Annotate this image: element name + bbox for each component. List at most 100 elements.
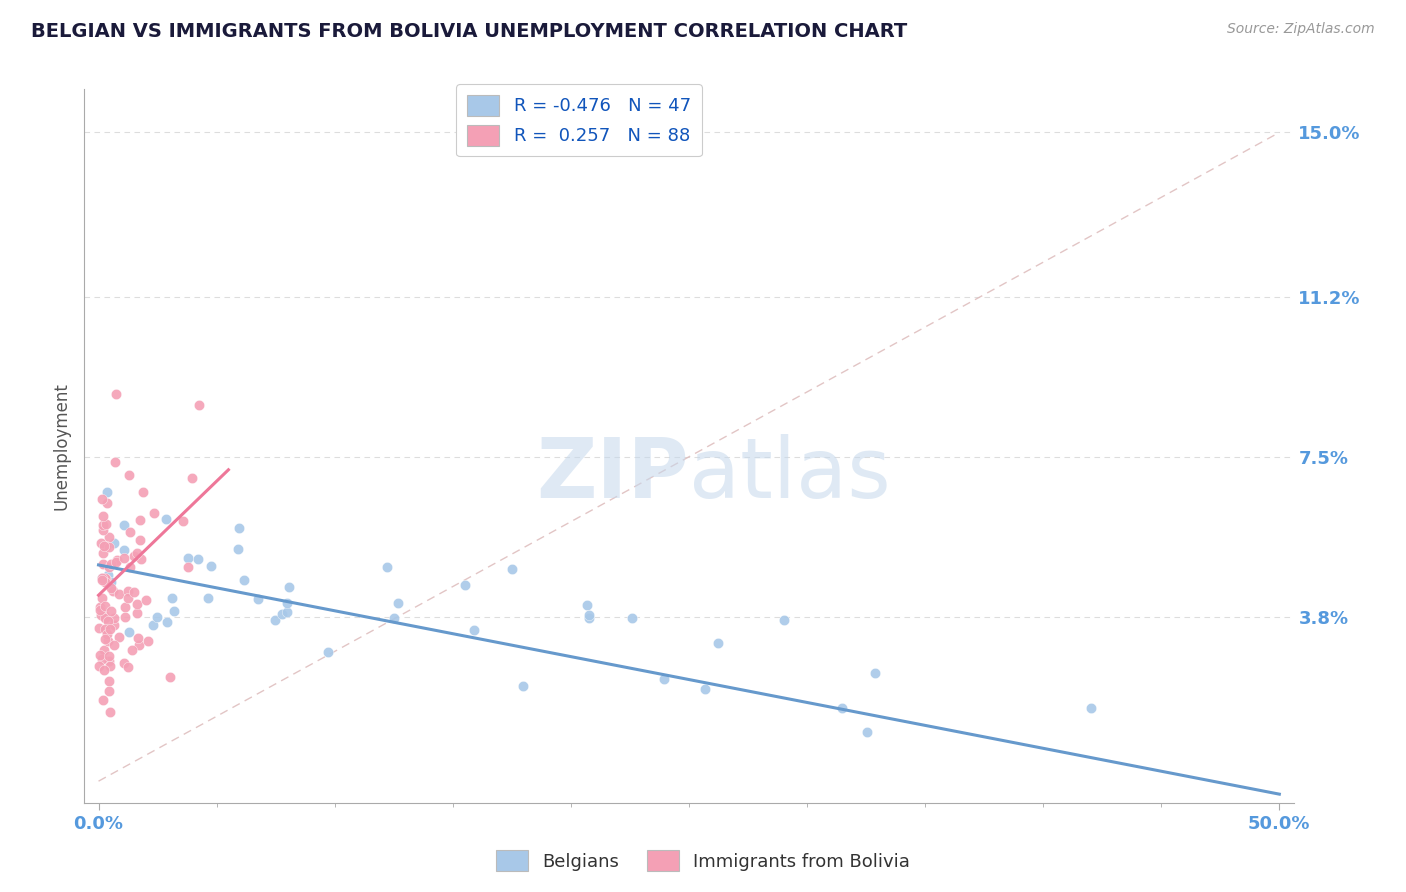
Point [707,636,730,650]
Point [114,610,136,624]
Point [100,557,122,571]
Point [90,536,112,550]
Point [89,603,111,617]
Point [112,656,135,670]
Point [100,659,122,673]
Point [103,455,125,469]
Point [97,568,120,582]
Point [93,693,115,707]
Point [87,621,110,635]
Point [226,542,249,557]
Point [98,705,121,719]
Point [97,540,120,554]
Point [197,591,219,606]
Point [112,550,135,565]
Point [103,638,125,652]
Point [90,607,112,622]
Point [100,604,122,618]
Y-axis label: Unemployment: Unemployment [52,382,70,510]
Point [375,560,398,574]
Point [118,559,141,574]
Point [105,553,128,567]
Point [94,539,117,553]
Point [454,578,477,592]
Point [94,632,117,646]
Point [91,571,114,585]
Point [97,633,120,648]
Point [128,533,150,548]
Point [94,622,117,636]
Point [271,607,294,621]
Point [1080,700,1102,714]
Point [278,580,301,594]
Point [91,508,114,523]
Point [129,513,152,527]
Point [856,725,879,739]
Point [93,539,115,553]
Point [93,574,115,589]
Point [654,672,676,686]
Point [129,552,152,566]
Point [89,599,111,614]
Point [177,550,200,565]
Point [127,606,149,620]
Text: atlas: atlas [689,434,890,515]
Point [512,680,534,694]
Point [122,585,145,599]
Point [276,596,298,610]
Point [264,613,287,627]
Point [127,597,149,611]
Point [142,617,165,632]
Point [831,701,853,715]
Point [98,560,121,574]
Point [91,652,114,666]
Point [382,610,405,624]
Point [91,517,114,532]
Point [96,626,118,640]
Point [463,623,485,637]
Point [104,555,127,569]
Point [98,654,121,668]
Point [100,575,122,590]
Point [104,387,127,401]
Point [117,660,139,674]
Text: BELGIAN VS IMMIGRANTS FROM BOLIVIA UNEMPLOYMENT CORRELATION CHART: BELGIAN VS IMMIGRANTS FROM BOLIVIA UNEMP… [31,22,907,41]
Point [863,666,886,681]
Point [146,610,169,624]
Point [93,663,115,677]
Point [138,633,160,648]
Point [117,583,139,598]
Point [103,610,125,624]
Point [232,574,254,588]
Point [187,552,209,566]
Point [114,599,136,614]
Point [94,611,117,625]
Point [108,630,131,644]
Legend: Belgians, Immigrants from Bolivia: Belgians, Immigrants from Bolivia [488,843,918,879]
Point [176,559,198,574]
Point [578,611,600,625]
Point [122,549,145,563]
Point [91,591,114,606]
Point [96,485,118,500]
Point [101,584,124,599]
Point [200,559,222,574]
Point [276,605,298,619]
Point [121,642,143,657]
Point [93,643,115,657]
Point [89,648,111,662]
Point [187,399,209,413]
Point [114,542,136,557]
Point [181,470,204,484]
Point [90,492,112,507]
Point [159,670,181,684]
Point [107,587,129,601]
Point [162,591,184,605]
Point [576,599,599,613]
Point [100,581,122,595]
Point [89,659,111,673]
Point [93,571,115,585]
Point [94,599,117,613]
Point [93,607,115,622]
Point [98,530,121,544]
